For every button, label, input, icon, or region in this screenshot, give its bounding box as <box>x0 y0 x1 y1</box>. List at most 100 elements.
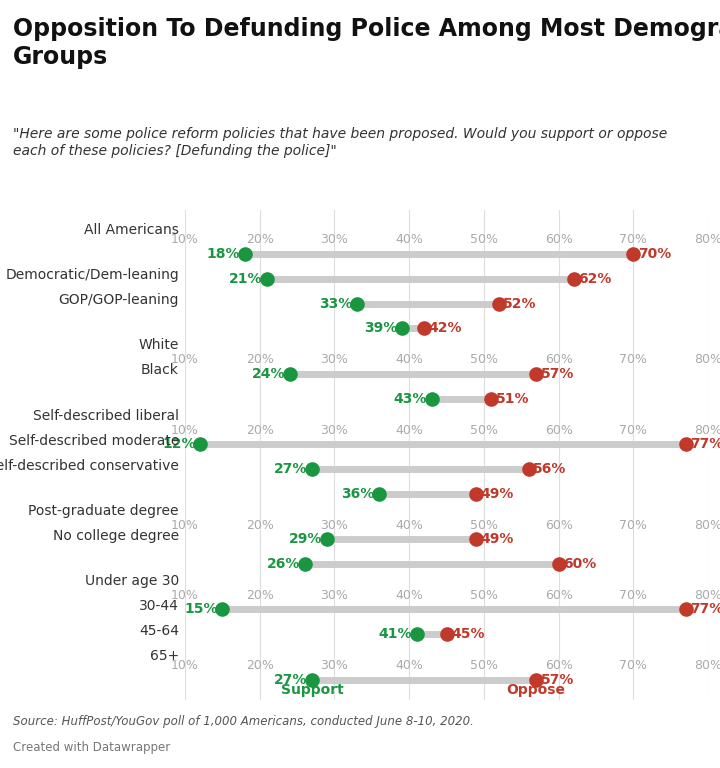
Text: 57%: 57% <box>541 673 574 687</box>
Text: 49%: 49% <box>481 532 514 546</box>
Point <box>493 297 505 310</box>
Text: 62%: 62% <box>578 272 611 286</box>
Text: Self-described conservative: Self-described conservative <box>0 458 179 472</box>
Text: 60%: 60% <box>544 659 572 672</box>
Text: 18%: 18% <box>207 247 240 260</box>
Text: 26%: 26% <box>266 557 300 571</box>
Text: 41%: 41% <box>379 627 412 641</box>
Text: Oppose: Oppose <box>507 683 566 697</box>
Text: 30%: 30% <box>320 519 348 531</box>
Text: 56%: 56% <box>534 462 567 476</box>
Text: 80%: 80% <box>694 659 720 672</box>
Text: 10%: 10% <box>171 519 199 531</box>
Text: 70%: 70% <box>619 353 647 366</box>
Text: Created with Datawrapper: Created with Datawrapper <box>13 741 170 754</box>
Text: 60%: 60% <box>563 557 596 571</box>
Text: 70%: 70% <box>619 519 647 531</box>
Text: 80%: 80% <box>694 519 720 531</box>
Text: 30-44: 30-44 <box>139 599 179 613</box>
Text: 10%: 10% <box>171 424 199 437</box>
Text: 50%: 50% <box>470 233 498 247</box>
Point <box>531 674 542 686</box>
Text: 45-64: 45-64 <box>139 624 179 638</box>
Point <box>680 604 691 616</box>
Point <box>306 674 318 686</box>
Point <box>531 368 542 380</box>
Text: 20%: 20% <box>246 589 274 602</box>
Text: Self-described liberal: Self-described liberal <box>33 409 179 422</box>
Text: 80%: 80% <box>694 353 720 366</box>
Point <box>299 558 310 571</box>
Text: 80%: 80% <box>694 233 720 247</box>
Text: 51%: 51% <box>496 392 529 406</box>
Text: 30%: 30% <box>320 424 348 437</box>
Point <box>217 604 228 616</box>
Text: 70%: 70% <box>619 424 647 437</box>
Text: Black: Black <box>141 363 179 377</box>
Text: 30%: 30% <box>320 659 348 672</box>
Point <box>471 488 482 500</box>
Text: 42%: 42% <box>428 322 462 336</box>
Text: No college degree: No college degree <box>53 529 179 543</box>
Point <box>628 247 639 260</box>
Text: 70%: 70% <box>619 233 647 247</box>
Text: White: White <box>139 339 179 353</box>
Text: 60%: 60% <box>544 424 572 437</box>
Text: 10%: 10% <box>171 353 199 366</box>
Text: 65+: 65+ <box>150 649 179 663</box>
Text: Source: HuffPost/YouGov poll of 1,000 Americans, conducted June 8-10, 2020.: Source: HuffPost/YouGov poll of 1,000 Am… <box>13 715 474 728</box>
Point <box>553 558 564 571</box>
Point <box>306 463 318 475</box>
Point <box>568 273 580 285</box>
Text: 30%: 30% <box>320 233 348 247</box>
Text: 60%: 60% <box>544 233 572 247</box>
Text: 27%: 27% <box>274 673 307 687</box>
Text: 50%: 50% <box>470 589 498 602</box>
Text: 27%: 27% <box>274 462 307 476</box>
Text: 40%: 40% <box>395 659 423 672</box>
Text: GOP/GOP-leaning: GOP/GOP-leaning <box>58 293 179 307</box>
Text: 10%: 10% <box>171 233 199 247</box>
Text: 43%: 43% <box>394 392 427 406</box>
Text: 36%: 36% <box>341 487 375 501</box>
Text: 40%: 40% <box>395 353 423 366</box>
Point <box>396 323 408 335</box>
Text: 70%: 70% <box>638 247 671 260</box>
Text: 49%: 49% <box>481 487 514 501</box>
Point <box>418 323 430 335</box>
Text: 20%: 20% <box>246 424 274 437</box>
Point <box>194 438 206 450</box>
Text: 30%: 30% <box>320 353 348 366</box>
Text: 70%: 70% <box>619 659 647 672</box>
Point <box>321 533 333 545</box>
Text: All Americans: All Americans <box>84 223 179 237</box>
Text: 50%: 50% <box>470 659 498 672</box>
Text: Self-described moderate: Self-described moderate <box>9 434 179 448</box>
Text: 30%: 30% <box>320 589 348 602</box>
Point <box>471 533 482 545</box>
Text: 50%: 50% <box>470 519 498 531</box>
Text: 20%: 20% <box>246 519 274 531</box>
Text: 52%: 52% <box>503 296 537 310</box>
Text: 39%: 39% <box>364 322 397 336</box>
Text: 40%: 40% <box>395 233 423 247</box>
Point <box>374 488 385 500</box>
Text: 40%: 40% <box>395 519 423 531</box>
Point <box>261 273 273 285</box>
Text: 60%: 60% <box>544 519 572 531</box>
Text: 10%: 10% <box>171 659 199 672</box>
Text: 80%: 80% <box>694 589 720 602</box>
Point <box>239 247 251 260</box>
Text: Under age 30: Under age 30 <box>85 574 179 588</box>
Text: 10%: 10% <box>171 589 199 602</box>
Point <box>351 297 363 310</box>
Point <box>441 628 452 641</box>
Text: 57%: 57% <box>541 367 574 381</box>
Text: 77%: 77% <box>690 437 720 451</box>
Text: Democratic/Dem-leaning: Democratic/Dem-leaning <box>5 268 179 283</box>
Text: Support: Support <box>281 683 343 697</box>
Text: "Here are some police reform policies that have been proposed. Would you support: "Here are some police reform policies th… <box>13 127 667 158</box>
Point <box>485 392 497 405</box>
Text: 50%: 50% <box>470 353 498 366</box>
Text: 60%: 60% <box>544 353 572 366</box>
